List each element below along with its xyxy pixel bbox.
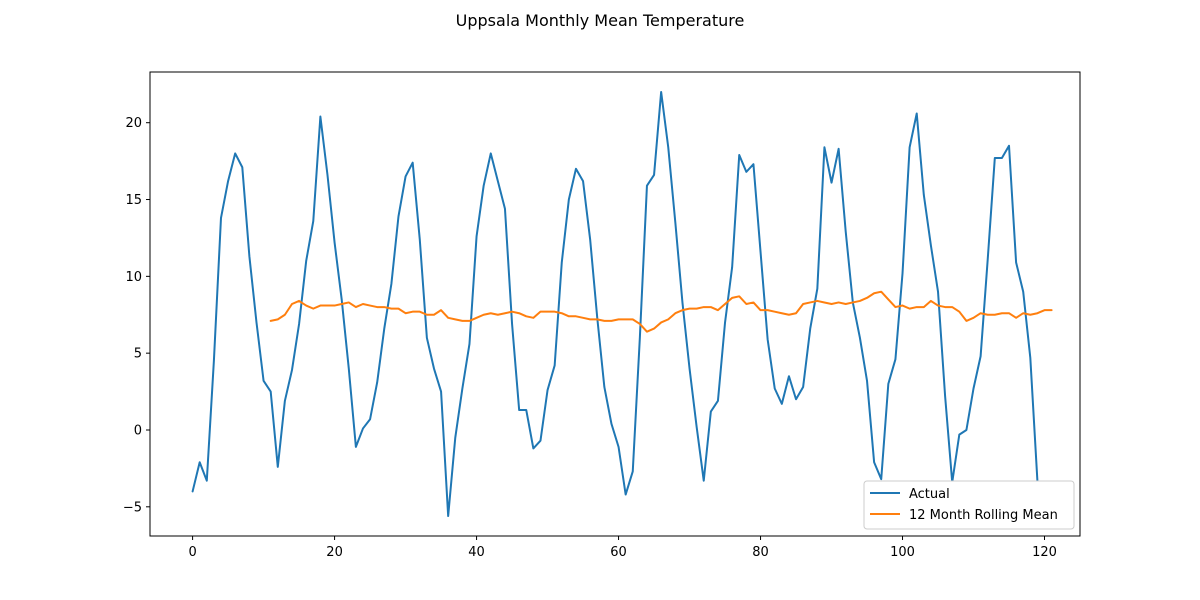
y-tick-label: 10 (125, 270, 142, 285)
plot-area-frame (149, 71, 1081, 537)
y-tick-label: 5 (134, 347, 142, 362)
legend: Actual 12 Month Rolling Mean (863, 480, 1075, 530)
legend-box (863, 480, 1075, 530)
y-tick-label: −5 (123, 500, 142, 515)
chart-title: Uppsala Monthly Mean Temperature (456, 11, 745, 30)
x-tick-label: 0 (188, 545, 196, 560)
x-tick-label: 40 (468, 545, 485, 560)
legend-label-rolling-mean: 12 Month Rolling Mean (909, 508, 1058, 523)
series-line-actual (191, 90, 1039, 518)
x-tick-label: 60 (610, 545, 627, 560)
x-tick-label: 20 (326, 545, 343, 560)
x-tick-label: 80 (752, 545, 769, 560)
x-tick-label: 100 (890, 545, 915, 560)
y-tick-label: 0 (134, 423, 142, 438)
legend-label-actual: Actual (909, 487, 950, 502)
y-tick-label: 20 (125, 116, 142, 131)
series-layer (191, 90, 1053, 518)
series-line-rolling-mean (269, 290, 1053, 333)
x-tick-label: 120 (1032, 545, 1057, 560)
y-axis: −5 0 5 10 15 20 (123, 116, 150, 515)
y-tick-label: 15 (125, 193, 142, 208)
x-axis: 0 20 40 60 80 100 120 (188, 536, 1057, 560)
